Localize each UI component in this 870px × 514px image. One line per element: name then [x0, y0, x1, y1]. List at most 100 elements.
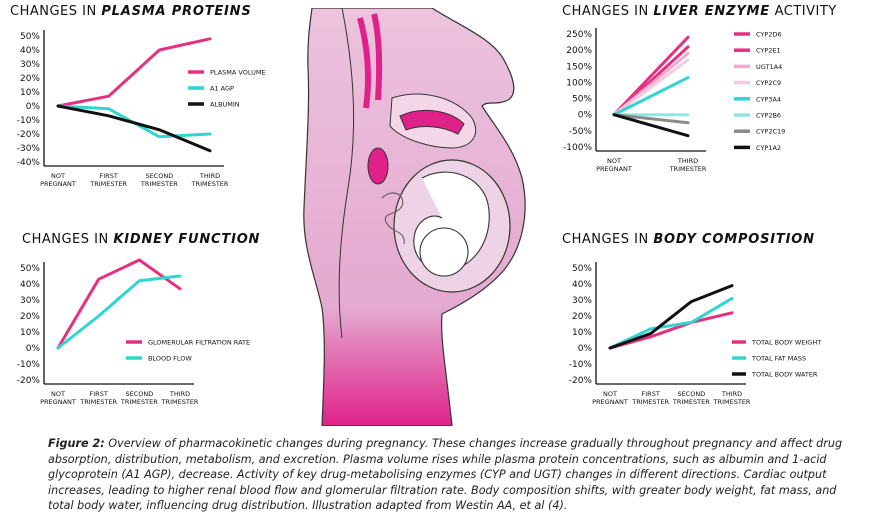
y-tick-label: 10%	[572, 328, 592, 338]
kidney-title-prefix: CHANGES IN	[22, 232, 114, 247]
x-tick-label: NOT PREGNANT	[592, 390, 628, 406]
y-tick-label: 0%	[578, 111, 593, 121]
legend-label-ugt1a4: UGT1A4	[756, 63, 782, 71]
caption-label: Figure 2:	[48, 437, 105, 450]
liver-panel-title: CHANGES IN LIVER ENZYME ACTIVITY	[562, 4, 837, 19]
legend-label-total-body-weight: TOTAL BODY WEIGHT	[751, 339, 821, 347]
x-tick-label: NOT PREGNANT	[596, 157, 632, 173]
series-line-total-fat-mass	[608, 296, 734, 350]
legend-label-cyp2d6: CYP2D6	[756, 31, 782, 39]
figure-caption: Figure 2: Overview of pharmacokinetic ch…	[48, 436, 860, 514]
x-tick-label: SECOND TRIMESTER	[120, 390, 158, 406]
x-tick-label: THIRD TRIMESTER	[191, 172, 229, 188]
series-line-cyp2c19	[612, 113, 690, 125]
y-tick-label: -10%	[569, 360, 593, 370]
x-tick-label: SECOND TRIMESTER	[140, 172, 178, 188]
y-tick-label: 50%	[20, 32, 40, 42]
caption-text: Overview of pharmacokinetic changes duri…	[48, 437, 843, 512]
legend-label-a1-agp: A1 AGP	[210, 85, 234, 93]
y-tick-label: -10%	[17, 360, 41, 370]
x-tick-label: NOT PREGNANT	[40, 172, 76, 188]
liver-enzyme-chart: 250% 200% 150% 100% 50% 0% -50% -100% NOT PREGNAN…	[563, 28, 785, 173]
kidney-organ	[367, 147, 389, 185]
plasma-panel-title: CHANGES IN PLASMA PROTEINS	[10, 4, 252, 19]
legend-label-cyp3a4: CYP3A4	[756, 95, 781, 103]
liver-title-suffix: ACTIVITY	[769, 4, 837, 19]
plasma-proteins-chart: 50% 40% 30% 20% 10% 0% -10% -20% -30% -40% NOT PREG…	[17, 30, 266, 188]
body-composition-chart: 50% 40% 30% 20% 10% 0% -10% -20% NOT PREGNANTFIRS…	[569, 262, 821, 406]
y-tick-label: 20%	[20, 312, 40, 322]
plasma-title-prefix: CHANGES IN	[10, 4, 102, 19]
fetus-head	[419, 227, 469, 277]
y-tick-label: -10%	[17, 116, 41, 126]
y-tick-label: 30%	[20, 60, 40, 70]
y-tick-label: 40%	[572, 280, 592, 290]
legend-label-cyp2c9: CYP2C9	[756, 79, 781, 87]
y-tick-label: 50%	[572, 264, 592, 274]
y-tick-label: 30%	[572, 296, 592, 306]
liver-title-emphasis: LIVER ENZYME	[653, 4, 770, 19]
y-tick-label: -100%	[563, 143, 592, 153]
legend-label-cyp2e1: CYP2E1	[756, 47, 781, 55]
legend-label-plasma-volume: PLASMA VOLUME	[210, 69, 266, 77]
series-line-cyp3a4	[612, 76, 690, 117]
y-tick-label: 10%	[20, 328, 40, 338]
series-line-total-body-weight	[608, 311, 734, 350]
kidney-title-emphasis: KIDNEY FUNCTION	[113, 232, 261, 247]
kidney-panel-title: CHANGES IN KIDNEY FUNCTION	[22, 232, 260, 247]
y-tick-label: 10%	[20, 88, 40, 98]
x-tick-label: THIRD TRIMESTER	[713, 390, 751, 406]
y-tick-label: 40%	[20, 280, 40, 290]
y-tick-label: 20%	[20, 74, 40, 84]
series-line-glomerular-filtration-rate	[56, 258, 182, 350]
aorta-vessels	[357, 13, 383, 109]
y-tick-label: -50%	[569, 127, 593, 137]
x-tick-label: NOT PREGNANT	[40, 390, 76, 406]
series-line-total-body-water	[608, 284, 734, 350]
legend-label-glomerular-filtration-rate: GLOMERULAR FILTRATION RATE	[148, 339, 250, 347]
legend-label-albumin: ALBUMIN	[210, 101, 240, 109]
y-tick-label: 30%	[20, 296, 40, 306]
body-title-emphasis: BODY COMPOSITION	[653, 232, 815, 247]
series-line-cyp2c9	[612, 58, 690, 117]
y-tick-label: -20%	[17, 376, 41, 386]
y-tick-label: -30%	[17, 144, 41, 154]
body-panel-title: CHANGES IN BODY COMPOSITION	[562, 232, 815, 247]
y-tick-label: -20%	[17, 130, 41, 140]
y-tick-label: 250%	[566, 30, 592, 40]
legend-label-cyp2c19: CYP2C19	[756, 128, 785, 136]
x-tick-label: FIRST TRIMESTER	[89, 172, 127, 188]
legend-label-total-fat-mass: TOTAL FAT MASS	[751, 355, 806, 363]
y-tick-label: 40%	[20, 46, 40, 56]
x-tick-label: FIRST TRIMESTER	[631, 390, 669, 406]
series-line-cyp1a2	[612, 113, 690, 138]
y-tick-label: 0%	[578, 344, 593, 354]
y-tick-label: 150%	[566, 62, 592, 72]
legend-label-total-body-water: TOTAL BODY WATER	[751, 371, 818, 379]
y-tick-label: 50%	[20, 264, 40, 274]
body-title-prefix: CHANGES IN	[562, 232, 654, 247]
liver-title-prefix: CHANGES IN	[562, 4, 654, 19]
series-line-blood-flow	[56, 274, 182, 350]
y-tick-label: 0%	[26, 344, 41, 354]
x-tick-label: THIRD TRIMESTER	[161, 390, 199, 406]
series-line-plasma-volume	[56, 37, 212, 108]
y-tick-label: 20%	[572, 312, 592, 322]
kidney-function-chart: 50% 40% 30% 20% 10% 0% -10% -20% NOT PREGNANTFIRS…	[17, 258, 250, 406]
liver-organ	[399, 110, 465, 135]
series-line-albumin	[56, 104, 212, 153]
x-tick-label: SECOND TRIMESTER	[672, 390, 710, 406]
y-tick-label: 100%	[566, 78, 592, 88]
y-tick-label: 0%	[26, 102, 41, 112]
legend-label-blood-flow: BLOOD FLOW	[148, 355, 192, 363]
y-tick-label: -20%	[569, 376, 593, 386]
y-tick-label: -40%	[17, 158, 41, 168]
legend-label-cyp2b6: CYP2B6	[756, 112, 781, 120]
legend-label-cyp1a2: CYP1A2	[756, 144, 781, 152]
x-tick-label: THIRD TRIMESTER	[669, 157, 707, 173]
x-tick-label: FIRST TRIMESTER	[79, 390, 117, 406]
intestines	[381, 192, 405, 245]
plasma-title-emphasis: PLASMA PROTEINS	[101, 4, 252, 19]
pregnancy-anatomy-illustration	[303, 8, 526, 426]
y-tick-label: 50%	[572, 95, 592, 105]
